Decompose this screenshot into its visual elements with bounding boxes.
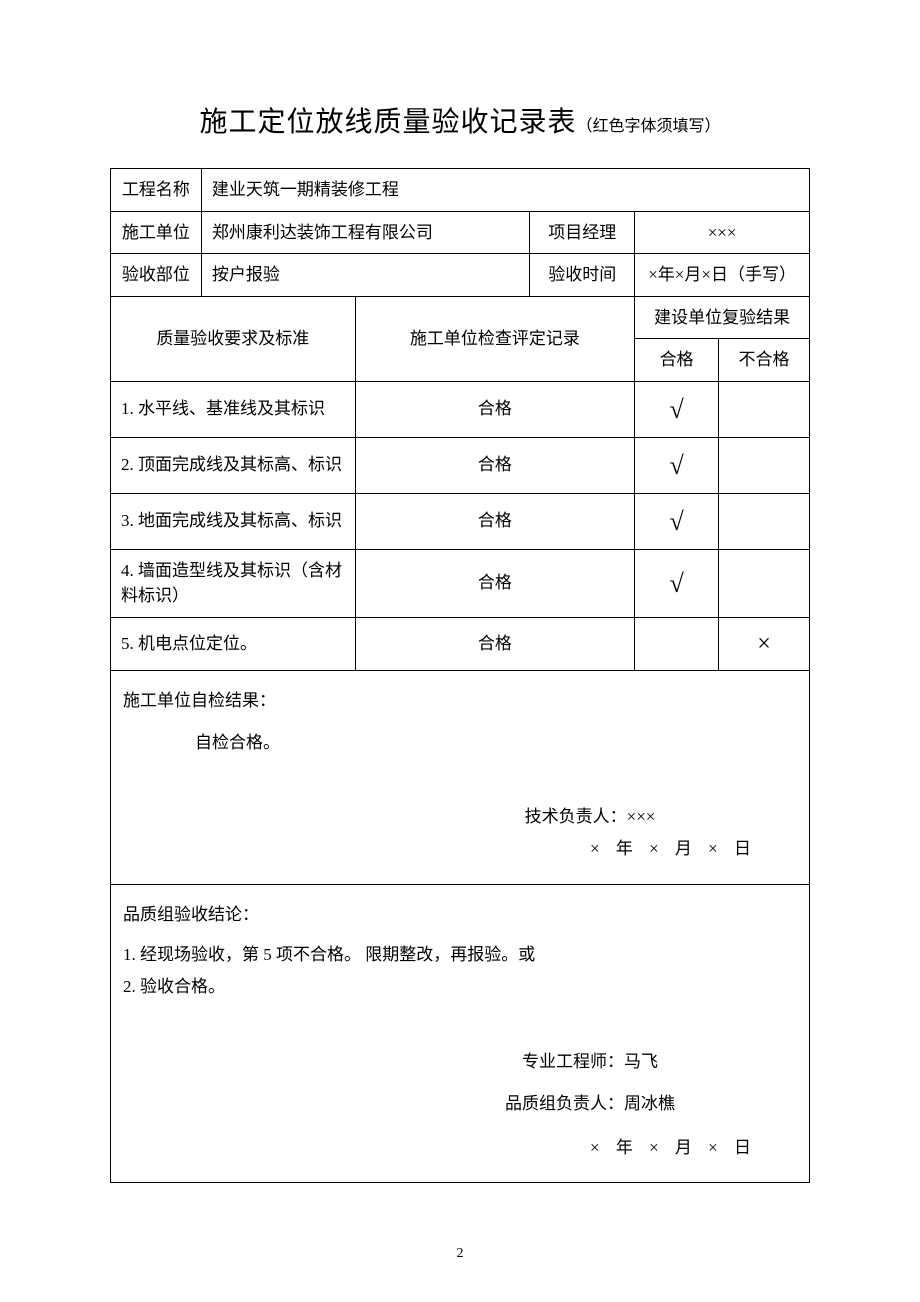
item-row-2: 2. 顶面完成线及其标高、标识 合格 √: [111, 437, 810, 493]
row-project-name: 工程名称 建业天筑一期精装修工程: [111, 169, 810, 212]
title-main: 施工定位放线质量验收记录表: [199, 107, 576, 138]
item-pass-1: √: [635, 381, 719, 437]
item-name-1: 1. 水平线、基准线及其标识: [111, 381, 356, 437]
item-name-4: 4. 墙面造型线及其标识（含材料标识）: [111, 549, 356, 617]
value-project-name: 建业天筑一期精装修工程: [201, 169, 809, 212]
header-col3: 建设单位复验结果: [635, 296, 810, 339]
item-rec-1: 合格: [355, 381, 635, 437]
item-row-5: 5. 机电点位定位。 合格 ×: [111, 617, 810, 670]
item-row-3: 3. 地面完成线及其标高、标识 合格 √: [111, 493, 810, 549]
row-conclusion: 品质组验收结论： 1. 经现场验收，第 5 项不合格。 限期整改，再报验。或 2…: [111, 884, 810, 1183]
item-rec-3: 合格: [355, 493, 635, 549]
title-sub: （红色字体须填写）: [577, 118, 721, 135]
value-location: 按户报验: [201, 254, 530, 297]
item-rec-4: 合格: [355, 549, 635, 617]
item-rec-2: 合格: [355, 437, 635, 493]
conclusion-date: × 年 × 月 × 日: [123, 1132, 797, 1164]
selfcheck-sig: 技术负责人：×××: [123, 801, 797, 833]
row-contractor: 施工单位 郑州康利达装饰工程有限公司 项目经理 ×××: [111, 211, 810, 254]
item-fail-2: [719, 437, 810, 493]
conclusion-heading: 品质组验收结论：: [123, 899, 797, 931]
item-rec-5: 合格: [355, 617, 635, 670]
conclusion-sig1: 专业工程师：马飞: [123, 1046, 797, 1078]
item-pass-3: √: [635, 493, 719, 549]
value-time: ×年×月×日（手写）: [635, 254, 810, 297]
conclusion-line2: 2. 验收合格。: [123, 971, 797, 1003]
item-fail-1: [719, 381, 810, 437]
item-name-5: 5. 机电点位定位。: [111, 617, 356, 670]
item-row-1: 1. 水平线、基准线及其标识 合格 √: [111, 381, 810, 437]
item-fail-4: [719, 549, 810, 617]
item-pass-4: √: [635, 549, 719, 617]
item-fail-3: [719, 493, 810, 549]
label-time: 验收时间: [530, 254, 635, 297]
row-selfcheck: 施工单位自检结果： 自检合格。 技术负责人：××× × 年 × 月 × 日: [111, 670, 810, 884]
item-name-3: 3. 地面完成线及其标高、标识: [111, 493, 356, 549]
item-name-2: 2. 顶面完成线及其标高、标识: [111, 437, 356, 493]
value-contractor: 郑州康利达装饰工程有限公司: [201, 211, 530, 254]
item-row-4: 4. 墙面造型线及其标识（含材料标识） 合格 √: [111, 549, 810, 617]
value-pm: ×××: [635, 211, 810, 254]
conclusion-sig2: 品质组负责人：周冰樵: [123, 1088, 797, 1120]
selfcheck-body: 自检合格。: [123, 727, 797, 759]
page-title: 施工定位放线质量验收记录表（红色字体须填写）: [110, 100, 810, 140]
conclusion-line1: 1. 经现场验收，第 5 项不合格。 限期整改，再报验。或: [123, 939, 797, 971]
header-col3a: 合格: [635, 339, 719, 382]
form-table: 工程名称 建业天筑一期精装修工程 施工单位 郑州康利达装饰工程有限公司 项目经理…: [110, 168, 810, 1183]
item-pass-5: [635, 617, 719, 670]
row-location: 验收部位 按户报验 验收时间 ×年×月×日（手写）: [111, 254, 810, 297]
header-col1: 质量验收要求及标准: [111, 296, 356, 381]
selfcheck-date: × 年 × 月 × 日: [123, 833, 797, 865]
item-pass-2: √: [635, 437, 719, 493]
item-fail-5: ×: [719, 617, 810, 670]
label-pm: 项目经理: [530, 211, 635, 254]
header-col2: 施工单位检查评定记录: [355, 296, 635, 381]
header-col3b: 不合格: [719, 339, 810, 382]
page-number: 2: [0, 1246, 920, 1262]
row-header-top: 质量验收要求及标准 施工单位检查评定记录 建设单位复验结果: [111, 296, 810, 339]
label-project-name: 工程名称: [111, 169, 202, 212]
selfcheck-heading: 施工单位自检结果：: [123, 685, 797, 717]
label-contractor: 施工单位: [111, 211, 202, 254]
label-location: 验收部位: [111, 254, 202, 297]
